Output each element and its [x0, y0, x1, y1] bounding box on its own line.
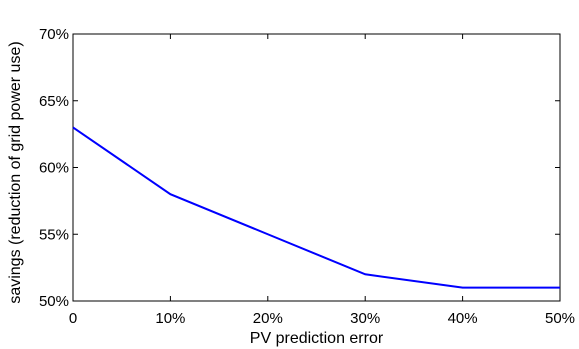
x-tick-label: 20% [253, 310, 283, 327]
x-axis-label: PV prediction error [250, 330, 384, 347]
x-tick-label: 10% [155, 310, 185, 327]
y-tick-label: 60% [39, 160, 69, 177]
series-line [72, 126, 560, 289]
y-axis: 50% 55% 60% 65% 70% [39, 26, 560, 310]
x-tick-label: 40% [448, 310, 478, 327]
x-tick-label: 0 [69, 310, 77, 327]
y-axis-label: savings (reduction of grid power use) [7, 41, 24, 303]
x-tick-label: 30% [350, 310, 380, 327]
y-tick-label: 55% [39, 226, 69, 243]
x-tick-label: 50% [545, 310, 575, 327]
y-tick-label: 65% [39, 93, 69, 110]
plot-area [72, 33, 561, 302]
y-tick-label: 70% [39, 26, 69, 43]
y-tick-label: 50% [39, 293, 69, 310]
x-axis: 0 10% 20% 30% 40% 50% [69, 34, 575, 327]
series-layer [72, 126, 561, 289]
